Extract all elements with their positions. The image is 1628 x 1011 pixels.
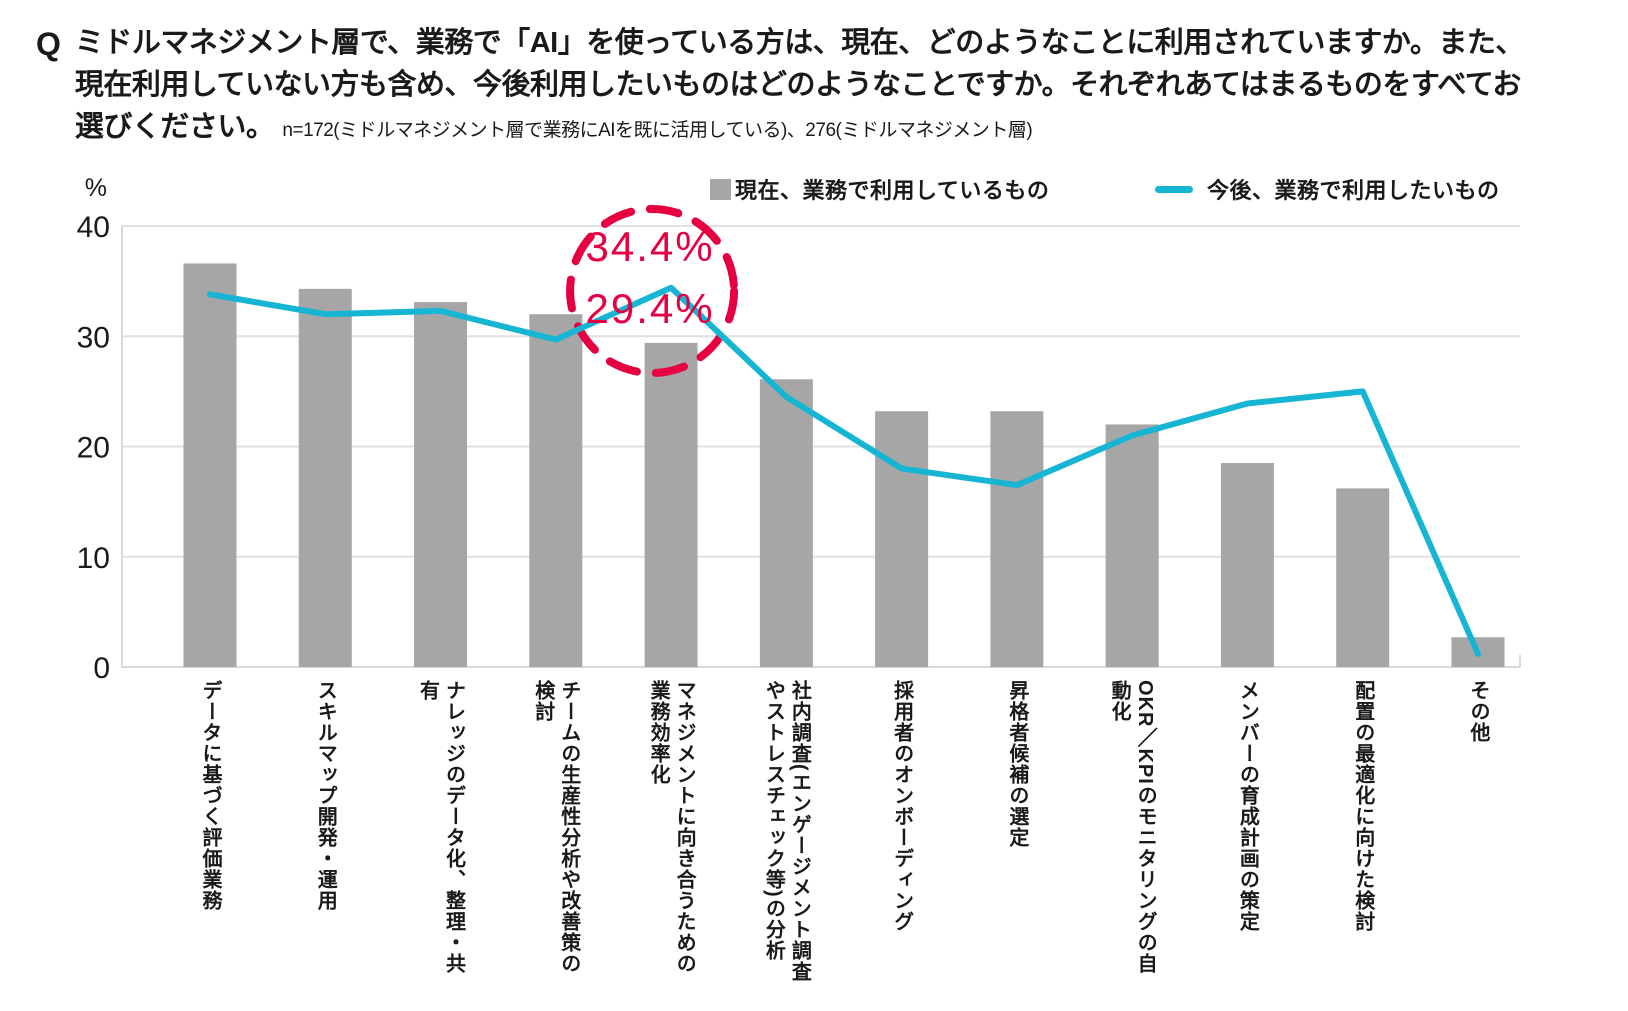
highlight-circle (566, 205, 739, 377)
annotation-bar-value: 29.4% (586, 285, 715, 332)
bar-line-chart: 40 30 20 10 0% 34.4% 29.4% (77, 174, 1521, 685)
y-axis-unit-label: % (85, 174, 107, 202)
bar (414, 302, 468, 667)
annotation-line-value: 34.4% (586, 223, 715, 270)
question-prefix: Q (36, 26, 61, 62)
y-tick-label: 30 (77, 321, 110, 354)
bar (529, 314, 583, 667)
bar (875, 411, 929, 667)
legend-label-current: 現在、業務で利用しているもの (735, 178, 1050, 203)
y-tick-label: 40 (77, 211, 110, 244)
bar (759, 379, 813, 667)
bar (644, 342, 698, 667)
bar (298, 288, 352, 667)
bar (183, 263, 237, 667)
legend-label-future: 今後、業務で利用したいもの (1207, 178, 1500, 203)
bar (1336, 488, 1390, 667)
legend-item-current: 現在、業務で利用しているもの (710, 176, 1050, 203)
sample-size-note: n=172(ミドルマネジメント層で業務にAIを既に活用している)、276(ミドル… (282, 120, 1033, 142)
y-tick-label: 0 (93, 652, 110, 685)
bar (990, 411, 1044, 667)
question-text: ミドルマネジメント層で、業務で「AI」を使っている方は、現在、どのようなことに利… (75, 22, 1545, 148)
question-sentence: ミドルマネジメント層で、業務で「AI」を使っている方は、現在、どのようなことに利… (74, 27, 1524, 144)
future-use-line (207, 284, 1481, 657)
legend-item-future: 今後、業務で利用したいもの (1155, 176, 1500, 203)
line-swatch-icon (1155, 185, 1193, 193)
bar-swatch-icon (710, 178, 731, 200)
bar (1220, 463, 1274, 667)
y-tick-label: 20 (77, 432, 110, 465)
bar (1105, 424, 1159, 667)
question-block: Q ミドルマネジメント層で、業務で「AI」を使っている方は、現在、どのようなこと… (36, 22, 1596, 148)
y-tick-label: 10 (77, 542, 110, 575)
